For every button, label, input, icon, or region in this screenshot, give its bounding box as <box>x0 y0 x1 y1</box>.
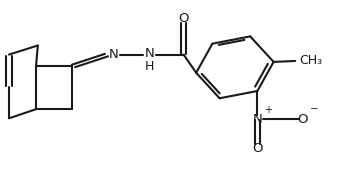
Text: O: O <box>252 142 263 155</box>
Text: N: N <box>252 113 262 126</box>
Text: N: N <box>144 47 154 60</box>
Text: N: N <box>108 48 118 61</box>
Text: −: − <box>310 104 318 114</box>
Text: +: + <box>264 105 272 115</box>
Text: O: O <box>178 12 189 25</box>
Text: O: O <box>297 113 308 126</box>
Text: CH₃: CH₃ <box>300 54 323 68</box>
Text: H: H <box>145 60 154 73</box>
